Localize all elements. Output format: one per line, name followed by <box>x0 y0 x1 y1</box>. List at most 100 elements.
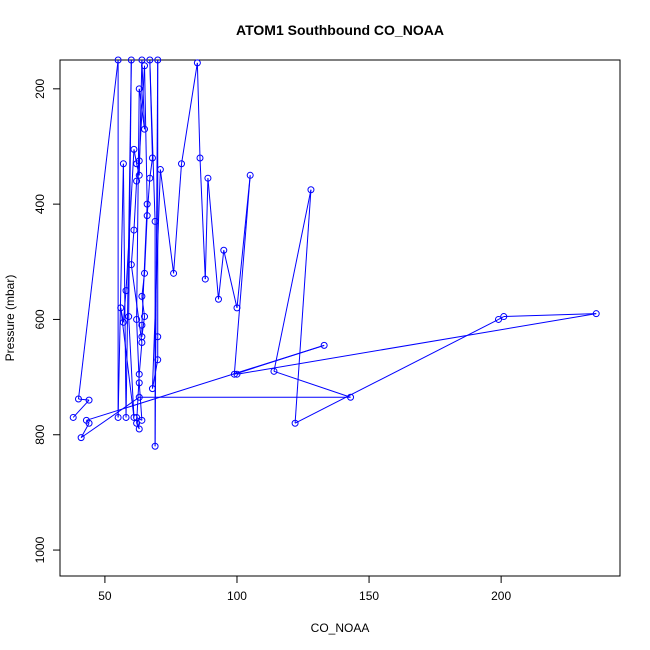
data-point <box>69 413 77 421</box>
data-point <box>130 226 138 234</box>
data-point <box>220 246 228 254</box>
data-point <box>178 160 186 168</box>
x-tick-label: 50 <box>98 589 112 603</box>
series-segment <box>196 62 201 159</box>
data-point <box>130 413 138 421</box>
data-point <box>141 62 149 70</box>
data-point <box>127 261 135 269</box>
series-segment <box>294 318 499 424</box>
series-segment <box>72 399 90 418</box>
data-point <box>193 59 201 67</box>
series-segment <box>151 359 159 389</box>
series-segment <box>136 88 140 320</box>
data-point <box>119 160 127 168</box>
series-segment <box>78 398 90 401</box>
data-point <box>146 174 154 182</box>
data-point <box>270 367 278 375</box>
data-point <box>122 287 130 295</box>
data-point <box>233 304 241 312</box>
series-segment <box>77 60 119 400</box>
series-segment <box>217 250 225 300</box>
data-point <box>135 171 143 179</box>
data-point <box>307 186 315 194</box>
data-point <box>246 171 254 179</box>
data-point <box>135 393 143 401</box>
series-segment <box>138 342 143 375</box>
data-point <box>122 413 130 421</box>
data-point <box>74 395 82 403</box>
data-point <box>138 292 146 300</box>
data-point <box>138 56 146 64</box>
data-point <box>119 318 127 326</box>
series-segment <box>130 264 143 343</box>
data-point <box>141 269 149 277</box>
series-segment <box>136 319 140 383</box>
series-segment <box>138 382 143 421</box>
data-point <box>141 313 149 321</box>
series-segment <box>130 230 135 265</box>
data-point <box>500 313 508 321</box>
data-point <box>204 174 212 182</box>
series-segment <box>125 149 135 291</box>
y-tick-label: 1000 <box>33 536 47 563</box>
series-segment <box>233 175 251 375</box>
series-segment <box>120 307 124 323</box>
data-point <box>133 177 141 185</box>
data-point <box>138 333 146 341</box>
data-point <box>170 269 178 277</box>
data-point <box>138 321 146 329</box>
series-segment <box>146 178 151 216</box>
data-point <box>196 154 204 162</box>
data-point <box>127 56 135 64</box>
y-axis-label: Pressure (mbar) <box>3 275 17 362</box>
y-tick-label: 800 <box>33 424 47 444</box>
series-segment <box>120 307 135 418</box>
series-lines <box>72 60 597 447</box>
data-point <box>141 125 149 133</box>
data-point <box>130 145 138 153</box>
data-point <box>135 425 143 433</box>
series-segment <box>122 163 127 418</box>
series-segment <box>144 65 148 205</box>
data-point <box>291 419 299 427</box>
data-point <box>135 370 143 378</box>
data-point <box>230 370 238 378</box>
data-point <box>156 166 164 174</box>
series-segment <box>117 163 124 418</box>
data-point <box>154 356 162 364</box>
x-tick-label: 150 <box>359 589 379 603</box>
data-point <box>135 157 143 165</box>
series-segment <box>138 65 146 161</box>
data-point <box>133 419 141 427</box>
y-tick-label: 400 <box>33 194 47 214</box>
series-segment <box>86 344 325 421</box>
x-tick-label: 200 <box>491 589 511 603</box>
series-segment <box>207 178 219 300</box>
data-point <box>592 310 600 318</box>
data-point <box>77 434 85 442</box>
series-segment <box>122 290 127 323</box>
series-segment <box>173 163 183 274</box>
data-point <box>201 275 209 283</box>
series-segment <box>181 62 198 164</box>
y-tick-label: 600 <box>33 309 47 329</box>
series-segment <box>273 189 312 372</box>
data-point <box>347 393 355 401</box>
series-segment <box>141 273 146 297</box>
data-point <box>114 56 122 64</box>
series-segment <box>199 157 206 280</box>
data-point <box>85 419 93 427</box>
series-segment <box>128 60 132 317</box>
data-point <box>143 200 151 208</box>
data-point <box>133 315 141 323</box>
series-segment <box>151 169 161 389</box>
series-segment <box>503 313 597 318</box>
series-segment <box>159 169 175 274</box>
data-point <box>117 304 125 312</box>
data-point <box>151 217 159 225</box>
data-point <box>233 370 241 378</box>
data-point <box>154 333 162 341</box>
y-axis: 200 400 600 800 1000 <box>33 78 61 563</box>
data-point <box>125 313 133 321</box>
